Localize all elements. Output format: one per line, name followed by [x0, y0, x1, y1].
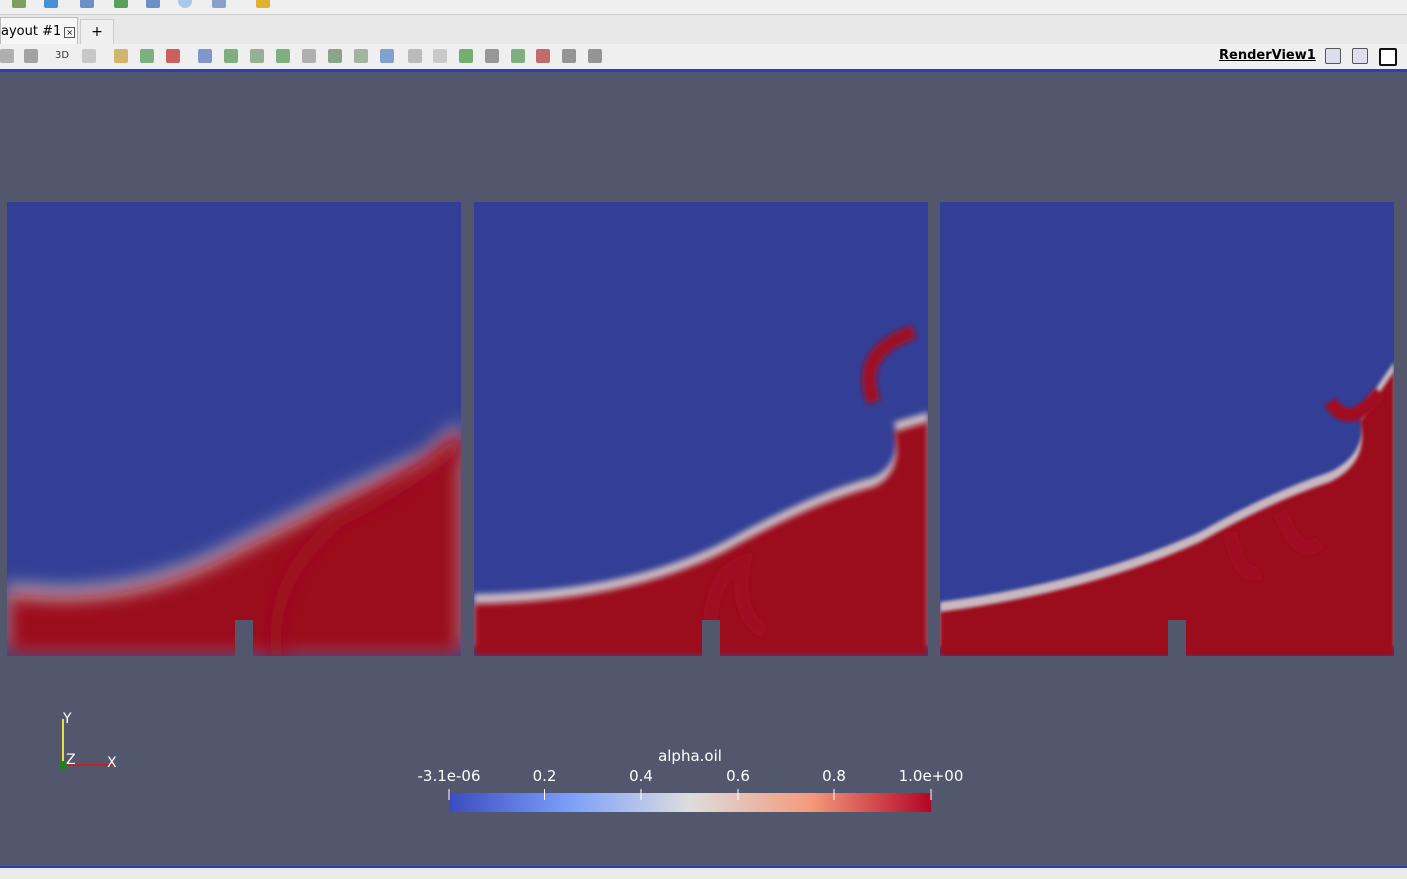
tool-icon[interactable] — [276, 49, 290, 63]
tool-icon[interactable] — [82, 49, 96, 63]
split-vertical[interactable] — [1352, 48, 1368, 64]
oil-region — [474, 422, 928, 656]
color-bar — [449, 793, 931, 812]
color-legend: alpha.oil -3.1e-06 0.2 0.4 0.6 0.8 1.0e+00 — [418, 747, 964, 812]
tool-icon[interactable] — [250, 49, 264, 63]
top-toolbar — [0, 0, 1407, 15]
obstacle — [702, 620, 720, 656]
maximize[interactable] — [1379, 48, 1397, 66]
tab-bar: ayout #1 × + — [0, 15, 1407, 45]
3d-toggle[interactable]: 3D — [55, 50, 70, 61]
tool-icon[interactable] — [588, 49, 602, 63]
tool-icon[interactable] — [536, 49, 550, 63]
tool-icon[interactable] — [408, 49, 422, 63]
tool-icon[interactable] — [511, 49, 525, 63]
tool-icon[interactable] — [459, 49, 473, 63]
view-name: RenderView1 — [1219, 48, 1316, 63]
orientation-axes: Y Z X — [59, 711, 117, 771]
color-legend-title: alpha.oil — [658, 747, 722, 765]
color-bar-tick-label: 0.2 — [533, 767, 557, 785]
color-bar-tick-label: 0.4 — [629, 767, 653, 785]
tool-icon[interactable] — [198, 49, 212, 63]
oil-filament — [1223, 387, 1386, 581]
tool-icon[interactable] — [328, 49, 342, 63]
tool-icon[interactable] — [178, 0, 192, 8]
z-axis-label: Z — [66, 752, 76, 768]
z-axis-dot — [59, 761, 67, 769]
y-axis-label: Y — [62, 711, 72, 727]
tool-icon[interactable] — [140, 49, 154, 63]
tool-icon[interactable] — [24, 49, 38, 63]
tool-icon[interactable] — [166, 49, 180, 63]
tool-icon[interactable] — [114, 49, 128, 63]
render-view: Y Z X alpha.oil -3.1e-06 0.2 0.4 0.6 0.8 1.0e… — [0, 72, 1407, 866]
view-toolbar: 3D RenderView1 — [0, 44, 1407, 69]
tab-close[interactable]: × — [64, 27, 76, 38]
oil-filament — [268, 436, 461, 656]
obstacle — [1168, 620, 1186, 656]
tool-icon[interactable] — [562, 49, 576, 63]
color-bar-tick-label: 1.0e+00 — [899, 767, 964, 785]
oil-region — [940, 372, 1394, 656]
color-bar-tick-label: -3.1e-06 — [418, 767, 481, 785]
split-horizontal[interactable] — [1325, 48, 1341, 64]
color-bar-tick-label: 0.6 — [726, 767, 750, 785]
tool-icon[interactable] — [256, 0, 270, 8]
obstacle — [235, 620, 253, 656]
tool-icon[interactable] — [302, 49, 316, 63]
tool-icon[interactable] — [485, 49, 499, 63]
tool-icon[interactable] — [114, 0, 128, 8]
tool-icon[interactable] — [224, 49, 238, 63]
oil-region — [7, 432, 461, 656]
oil-filament — [703, 325, 917, 638]
active-view-border — [0, 69, 1407, 72]
tool-icon[interactable] — [212, 0, 226, 8]
tool-icon[interactable] — [80, 0, 94, 8]
color-bar-tick-label: 0.8 — [822, 767, 846, 785]
tool-icon[interactable] — [380, 49, 394, 63]
tool-icon[interactable] — [0, 49, 14, 63]
tool-icon[interactable] — [44, 0, 58, 8]
add-tab-button[interactable]: + — [80, 19, 114, 45]
active-view-border — [0, 866, 1407, 868]
render-panel — [474, 202, 928, 656]
layout-tab[interactable]: ayout #1 × — [0, 17, 78, 45]
tool-icon[interactable] — [146, 0, 160, 8]
tool-icon[interactable] — [12, 0, 26, 8]
x-axis-label: X — [107, 755, 117, 771]
tool-icon[interactable] — [354, 49, 368, 63]
status-area — [0, 868, 1407, 879]
tab-label: ayout #1 — [1, 24, 62, 39]
tool-icon[interactable] — [433, 49, 447, 63]
render-panel — [940, 202, 1394, 656]
render-panel — [7, 202, 461, 656]
